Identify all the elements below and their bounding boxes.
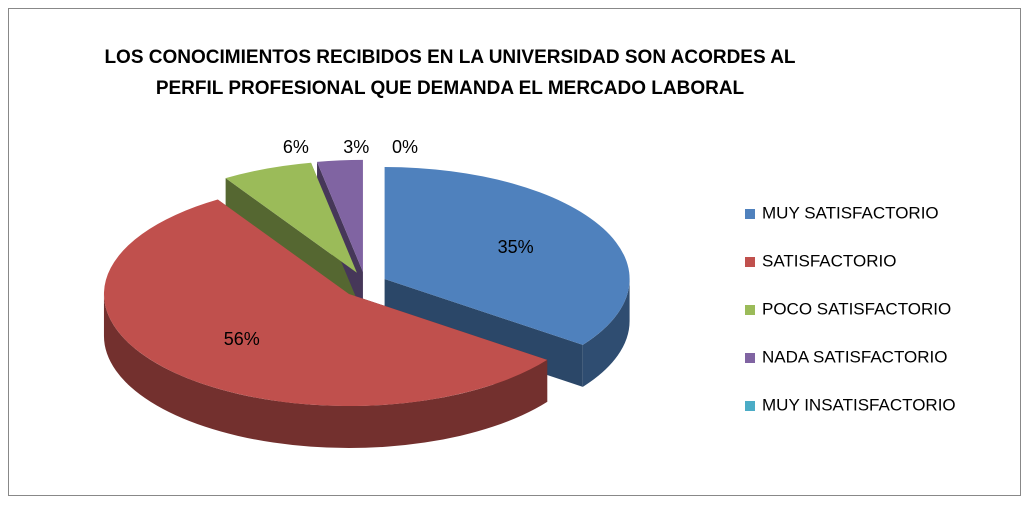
legend-label: MUY INSATISFACTORIO — [762, 395, 956, 414]
data-label: 56% — [224, 329, 260, 349]
legend-swatch — [745, 257, 755, 267]
chart-title: PERFIL PROFESIONAL QUE DEMANDA EL MERCAD… — [156, 78, 745, 99]
pie-slice — [317, 159, 363, 272]
legend-label: NADA SATISFACTORIO — [762, 347, 947, 366]
data-label: 0% — [392, 137, 418, 157]
legend-swatch — [745, 401, 755, 411]
pie-slice — [225, 162, 357, 273]
legend-swatch — [745, 209, 755, 219]
legend-swatch — [745, 353, 755, 363]
data-label: 3% — [343, 137, 369, 157]
pie-slice-wall — [103, 294, 548, 449]
legend-swatch — [745, 305, 755, 315]
chart-title: LOS CONOCIMIENTOS RECIBIDOS EN LA UNIVER… — [104, 47, 795, 68]
legend-label: POCO SATISFACTORIO — [762, 299, 951, 318]
pie-slice — [103, 199, 548, 407]
pie-slice-wall — [582, 279, 630, 387]
data-label: 35% — [498, 237, 534, 257]
legend-label: MUY SATISFACTORIO — [762, 203, 939, 222]
pie-slice — [384, 167, 630, 345]
data-label: 6% — [283, 137, 309, 157]
legend-label: SATISFACTORIO — [762, 251, 896, 270]
